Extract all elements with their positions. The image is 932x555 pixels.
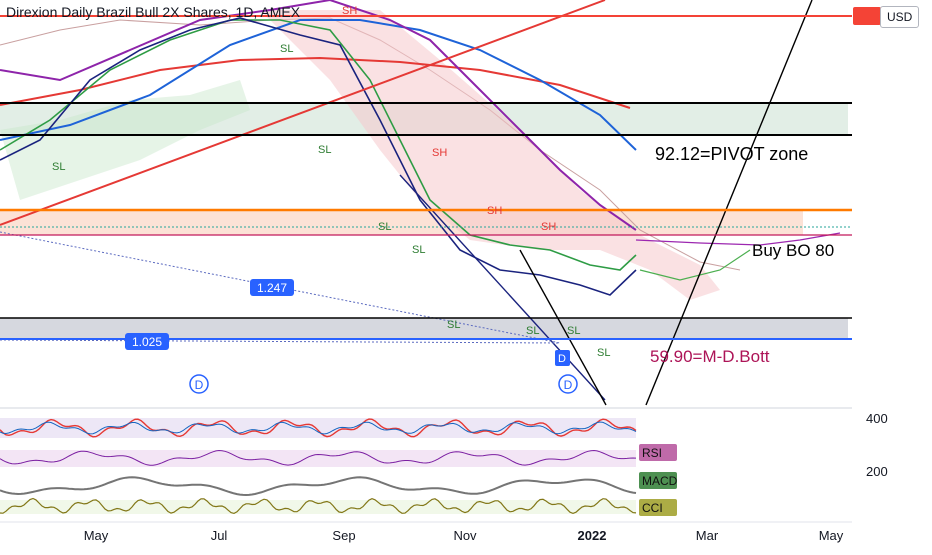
price-axis[interactable]: 110.00100.0097.2092.1290.0079.9377.52BRZ… [803,0,915,25]
rsi-band [0,418,636,438]
swing-label-1: SL [318,144,331,156]
time-label-3: Nov [453,528,477,543]
ma-blue-100 [0,19,637,151]
swing-label-5: SL [447,319,460,331]
macd-line [0,449,637,466]
red-trendline [0,0,606,226]
indicator-tag-macd: MACD [639,472,678,489]
svg-text:D: D [558,353,566,365]
indicator-label-400: 400 [866,411,888,426]
md-bottom-label: 59.90=M-D.Bott [650,347,770,366]
black-downtrend-line [519,249,607,406]
cci-band [0,500,636,514]
svg-text:CCI: CCI [642,501,663,515]
ma-navy-10 [0,17,637,296]
pivot-zone-label: 92.12=PIVOT zone [655,144,808,164]
resistance-110-tag [853,7,881,25]
swing-label-11: SH [487,205,502,217]
swing-label-10: SH [432,147,447,159]
rsi-signal-line [0,421,637,435]
swing-label-4: SL [412,244,425,256]
ma-red-200 [0,56,631,109]
indicator-tag-cci: CCI [639,499,677,516]
time-label-0: May [84,528,109,543]
buy-bo-label: Buy BO 80 [752,241,834,260]
cci-line [0,497,637,515]
swing-label-3: SL [378,221,391,233]
indicator-label-200: 200 [866,464,888,479]
macd-signal-line [0,476,637,497]
ma-green-20 [0,19,637,271]
indicator-panes [0,418,637,515]
time-label-4: 2022 [578,528,607,543]
swing-label-7: SL [567,325,580,337]
svg-text:RSI: RSI [642,446,662,460]
svg-text:D: D [564,378,573,392]
ma-purple-50 [0,0,637,231]
dividend-flag[interactable]: D [555,350,570,366]
symbol-title[interactable]: Direxion Daily Brazil Bull 2X Shares, 1D… [6,4,301,20]
black-uptrend-line [645,0,813,406]
swing-labels: SL SL SL SL SL SL SL SL SL SH SH SH SH [52,5,610,359]
swing-label-12: SH [541,221,556,233]
svg-text:1.025: 1.025 [132,335,162,349]
fib-tag-1025[interactable]: 1.025 [125,333,169,350]
swing-label-0: SL [280,43,293,55]
forecast-curve [635,232,841,246]
svg-text:1.247: 1.247 [257,281,287,295]
rsi-line [0,418,637,438]
dividend-marker-2[interactable]: D [558,374,578,394]
macd-band [0,450,636,467]
swing-label-9: SH [342,5,357,17]
time-label-1: Jul [211,528,228,543]
dividend-marker-1[interactable]: D [189,374,209,394]
indicator-tag-rsi: RSI [639,444,677,461]
time-label-6: May [819,528,844,543]
price-axis-bg [852,0,932,550]
swing-label-6: SL [526,325,539,337]
cloud-fill-green [0,80,250,200]
blue-downtrend-line [399,174,606,401]
swing-label-8: SL [597,347,610,359]
time-label-5: Mar [696,528,719,543]
svg-text:D: D [195,378,204,392]
indicator-axis[interactable]: 400 200 [866,411,888,479]
dotted-support-line [0,339,561,344]
svg-text:MACD: MACD [642,474,678,488]
swing-label-2: SL [52,161,65,173]
time-label-2: Sep [332,528,355,543]
indicator-tags: RSI MACD CCI [639,444,678,516]
support-band [0,318,848,339]
fib-tag-1247[interactable]: 1.247 [250,279,294,296]
currency-badge[interactable]: USD [880,6,920,28]
time-axis[interactable]: May Jul Sep Nov 2022 Mar May [84,528,844,543]
breakout-band [0,210,803,235]
